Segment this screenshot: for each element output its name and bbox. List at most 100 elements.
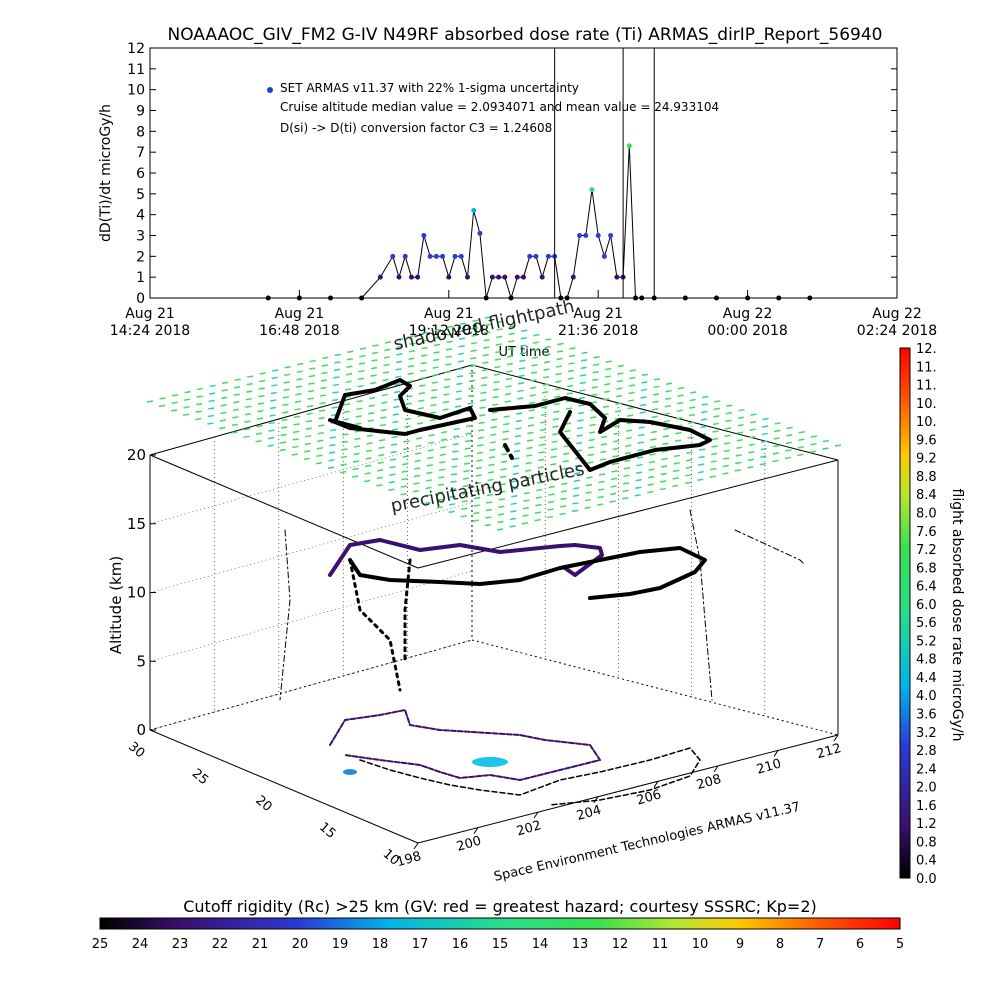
latitude-tick-label: 25 (189, 766, 211, 788)
rigidity-marker (342, 433, 349, 436)
rigidity-marker (433, 351, 440, 354)
rigidity-marker (723, 449, 730, 453)
rigidity-marker (245, 397, 252, 401)
rigidity-marker (527, 431, 534, 435)
rigidity-marker (660, 465, 668, 468)
floor-flightpath (359, 747, 701, 806)
rigidity-marker (635, 478, 642, 482)
rigidity-marker (713, 407, 720, 411)
rigidity-marker (540, 413, 547, 417)
rigidity-marker (449, 488, 457, 491)
rigidity-marker (408, 349, 416, 353)
rigidity-marker (526, 439, 534, 442)
rigidity-marker (537, 473, 544, 477)
shadow-flightpath (488, 396, 712, 472)
rigidity-marker (541, 406, 548, 409)
rigidity-marker (334, 353, 341, 357)
rigidity-marker (503, 422, 510, 426)
rigidity-marker (474, 496, 481, 500)
rigidity-marker (388, 488, 395, 492)
rigidity-marker (292, 445, 299, 449)
dose-colorbar-tick-label: 2.4 (916, 762, 937, 777)
rigidity-marker (329, 443, 336, 447)
projection-track (734, 529, 806, 566)
dose-colorbar-tick-label: 6.0 (916, 598, 937, 613)
rigidity-marker (496, 335, 503, 339)
rigidity-marker (713, 415, 720, 418)
dose-colorbar-tick-label: 9.2 (916, 452, 937, 467)
rigidity-marker (234, 378, 241, 381)
rigidity-marker (689, 406, 696, 409)
rigidity-marker (296, 370, 303, 373)
rigidity-marker (518, 367, 526, 370)
y-tick-label: 10 (127, 83, 145, 99)
altitude-axis-label: Altitude (km) (107, 556, 125, 654)
rigidity-marker (496, 320, 504, 324)
rigidity-marker (456, 382, 463, 386)
rigidity-marker (500, 468, 507, 471)
rigidity-marker (244, 420, 251, 424)
rigidity-marker (424, 494, 432, 497)
rigidity-marker (627, 399, 635, 402)
series-point (427, 253, 433, 259)
rigidity-marker (535, 503, 542, 507)
rigidity-marker (304, 450, 311, 453)
rigidity-marker (462, 477, 470, 480)
rigidity-marker (798, 438, 805, 442)
rigidity-marker (677, 386, 685, 390)
rigidity-marker (306, 412, 313, 415)
rigidity-marker (442, 400, 450, 404)
rigidity-marker (247, 375, 254, 378)
rigidity-marker (321, 371, 328, 375)
rigidity-marker (571, 509, 579, 513)
rigidity-marker (598, 480, 605, 484)
rigidity-marker (638, 426, 645, 429)
rigidity-marker (605, 360, 612, 363)
rigidity-marker (589, 423, 596, 427)
rigidity-marker (611, 462, 619, 466)
rigidity-marker (494, 365, 501, 369)
rigidity-marker (471, 326, 479, 330)
y-tick-label: 9 (136, 104, 145, 120)
rigidity-marker (617, 372, 624, 375)
altitude-grid (149, 639, 473, 731)
rigidity-marker (525, 469, 532, 472)
rigidity-marker (284, 373, 291, 377)
rigidity-marker (500, 475, 507, 479)
rigidity-marker (413, 474, 420, 478)
rigidity-marker (282, 396, 290, 399)
rigidity-marker (686, 451, 693, 454)
longitude-tick-label: 206 (635, 787, 663, 808)
rigidity-marker (256, 424, 263, 428)
rigidity-marker (487, 471, 495, 474)
rigidity-marker (552, 417, 560, 421)
rigidity-marker (524, 476, 531, 480)
rigidity-marker (450, 480, 457, 483)
rigidity-marker (429, 411, 437, 414)
rigidity-marker (508, 340, 515, 343)
rigidity-colorbar-tick-label: 9 (736, 937, 744, 952)
box-edge (149, 454, 419, 569)
rigidity-marker (687, 436, 694, 439)
rigidity-marker (433, 358, 440, 362)
series-point (489, 274, 495, 280)
rigidity-marker (530, 386, 537, 390)
rigidity-marker (702, 395, 709, 399)
rigidity-marker (562, 467, 569, 471)
rigidity-marker (372, 344, 379, 347)
dose-colorbar-tick-label: 0.4 (916, 854, 937, 869)
rigidity-marker (257, 409, 264, 413)
series-point (483, 295, 489, 301)
rigidity-marker (268, 436, 275, 440)
rigidity-marker (511, 495, 518, 498)
rigidity-marker (231, 423, 239, 427)
rigidity-marker (664, 405, 671, 408)
rigidity-marker (446, 340, 453, 344)
rigidity-marker (489, 441, 496, 444)
rigidity-marker (470, 356, 477, 360)
rigidity-marker (749, 428, 756, 431)
rigidity-marker (332, 383, 340, 387)
dose-colorbar-ticks: 0.0 0.4 0.8 1.2 1.6 2.0 2.4 2.8 3.2 3.6 4.0 4.4 4.8 5… (916, 342, 937, 887)
